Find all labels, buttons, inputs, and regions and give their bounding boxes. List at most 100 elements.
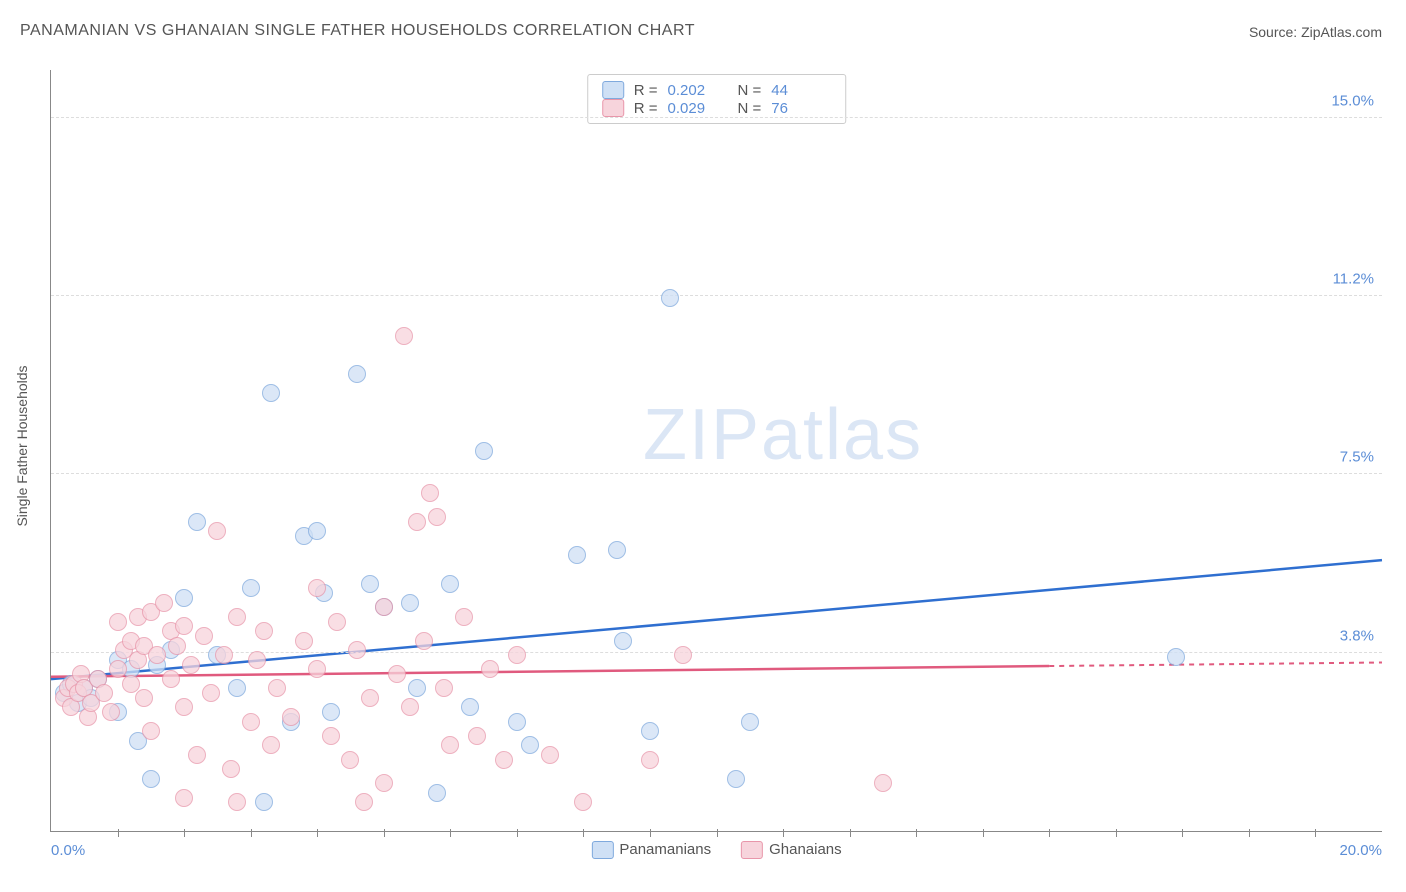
- data-point: [175, 789, 193, 807]
- data-point: [308, 579, 326, 597]
- data-point: [175, 589, 193, 607]
- data-point: [242, 579, 260, 597]
- data-point: [441, 575, 459, 593]
- legend-series-label: Ghanaians: [769, 841, 842, 858]
- data-point: [262, 384, 280, 402]
- data-point: [95, 684, 113, 702]
- data-point: [435, 679, 453, 697]
- data-point: [428, 784, 446, 802]
- legend-series-label: Panamanians: [619, 841, 711, 858]
- trend-line: [51, 666, 1049, 677]
- legend-swatch: [591, 841, 613, 859]
- x-tick-mark: [783, 829, 784, 837]
- data-point: [727, 770, 745, 788]
- x-tick-mark: [118, 829, 119, 837]
- chart-container: PANAMANIAN VS GHANAIAN SINGLE FATHER HOU…: [0, 0, 1406, 892]
- x-tick-mark: [983, 829, 984, 837]
- data-point: [568, 546, 586, 564]
- data-point: [175, 698, 193, 716]
- x-tick-min: 0.0%: [51, 842, 85, 859]
- data-point: [641, 751, 659, 769]
- data-point: [461, 698, 479, 716]
- trend-line-dashed: [1049, 662, 1382, 666]
- data-point: [495, 751, 513, 769]
- x-tick-mark: [1182, 829, 1183, 837]
- x-tick-mark: [717, 829, 718, 837]
- y-tick-label: 15.0%: [1331, 92, 1374, 109]
- data-point: [228, 793, 246, 811]
- data-point: [109, 613, 127, 631]
- data-point: [195, 627, 213, 645]
- data-point: [222, 760, 240, 778]
- data-point: [661, 289, 679, 307]
- data-point: [168, 637, 186, 655]
- source-label: Source: ZipAtlas.com: [1249, 24, 1382, 40]
- gridline: [51, 117, 1382, 118]
- data-point: [182, 656, 200, 674]
- data-point: [142, 770, 160, 788]
- x-tick-mark: [583, 829, 584, 837]
- data-point: [614, 632, 632, 650]
- data-point: [428, 508, 446, 526]
- legend-series-item: Ghanaians: [741, 841, 842, 859]
- data-point: [122, 675, 140, 693]
- gridline: [51, 473, 1382, 474]
- data-point: [228, 679, 246, 697]
- data-point: [109, 660, 127, 678]
- data-point: [481, 660, 499, 678]
- data-point: [308, 522, 326, 540]
- data-point: [228, 608, 246, 626]
- y-tick-label: 11.2%: [1333, 270, 1374, 287]
- data-point: [521, 736, 539, 754]
- x-tick-mark: [317, 829, 318, 837]
- data-point: [348, 365, 366, 383]
- x-tick-mark: [517, 829, 518, 837]
- data-point: [401, 594, 419, 612]
- data-point: [508, 713, 526, 731]
- data-point: [408, 513, 426, 531]
- data-point: [215, 646, 233, 664]
- data-point: [322, 727, 340, 745]
- x-tick-mark: [1049, 829, 1050, 837]
- data-point: [361, 575, 379, 593]
- data-point: [248, 651, 266, 669]
- data-point: [202, 684, 220, 702]
- x-tick-mark: [251, 829, 252, 837]
- y-tick-label: 7.5%: [1340, 449, 1374, 466]
- data-point: [608, 541, 626, 559]
- data-point: [375, 774, 393, 792]
- x-minor-ticks: [51, 831, 1382, 837]
- data-point: [341, 751, 359, 769]
- data-point: [188, 513, 206, 531]
- data-point: [255, 622, 273, 640]
- x-tick-mark: [850, 829, 851, 837]
- x-tick-mark: [916, 829, 917, 837]
- data-point: [574, 793, 592, 811]
- data-point: [641, 722, 659, 740]
- data-point: [308, 660, 326, 678]
- legend-series: Panamanians Ghanaians: [591, 841, 841, 859]
- data-point: [142, 722, 160, 740]
- data-point: [674, 646, 692, 664]
- data-point: [415, 632, 433, 650]
- data-point: [282, 708, 300, 726]
- data-point: [455, 608, 473, 626]
- data-point: [541, 746, 559, 764]
- data-point: [401, 698, 419, 716]
- gridline: [51, 295, 1382, 296]
- x-tick-mark: [184, 829, 185, 837]
- data-point: [242, 713, 260, 731]
- data-point: [148, 646, 166, 664]
- data-point: [355, 793, 373, 811]
- data-point: [508, 646, 526, 664]
- data-point: [475, 442, 493, 460]
- x-tick-mark: [1116, 829, 1117, 837]
- y-tick-label: 3.8%: [1340, 627, 1374, 644]
- data-point: [322, 703, 340, 721]
- data-point: [102, 703, 120, 721]
- x-tick-mark: [384, 829, 385, 837]
- x-tick-mark: [650, 829, 651, 837]
- data-point: [135, 689, 153, 707]
- data-point: [295, 632, 313, 650]
- data-point: [468, 727, 486, 745]
